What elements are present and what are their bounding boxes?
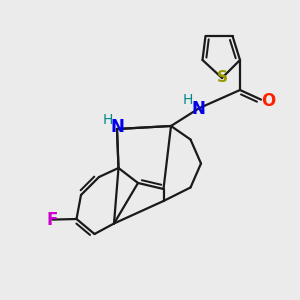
Text: F: F (47, 211, 58, 229)
Text: H: H (182, 94, 193, 107)
Text: O: O (261, 92, 276, 110)
Text: S: S (217, 70, 227, 86)
Text: N: N (191, 100, 205, 118)
Text: H: H (102, 113, 112, 127)
Text: N: N (110, 118, 124, 136)
